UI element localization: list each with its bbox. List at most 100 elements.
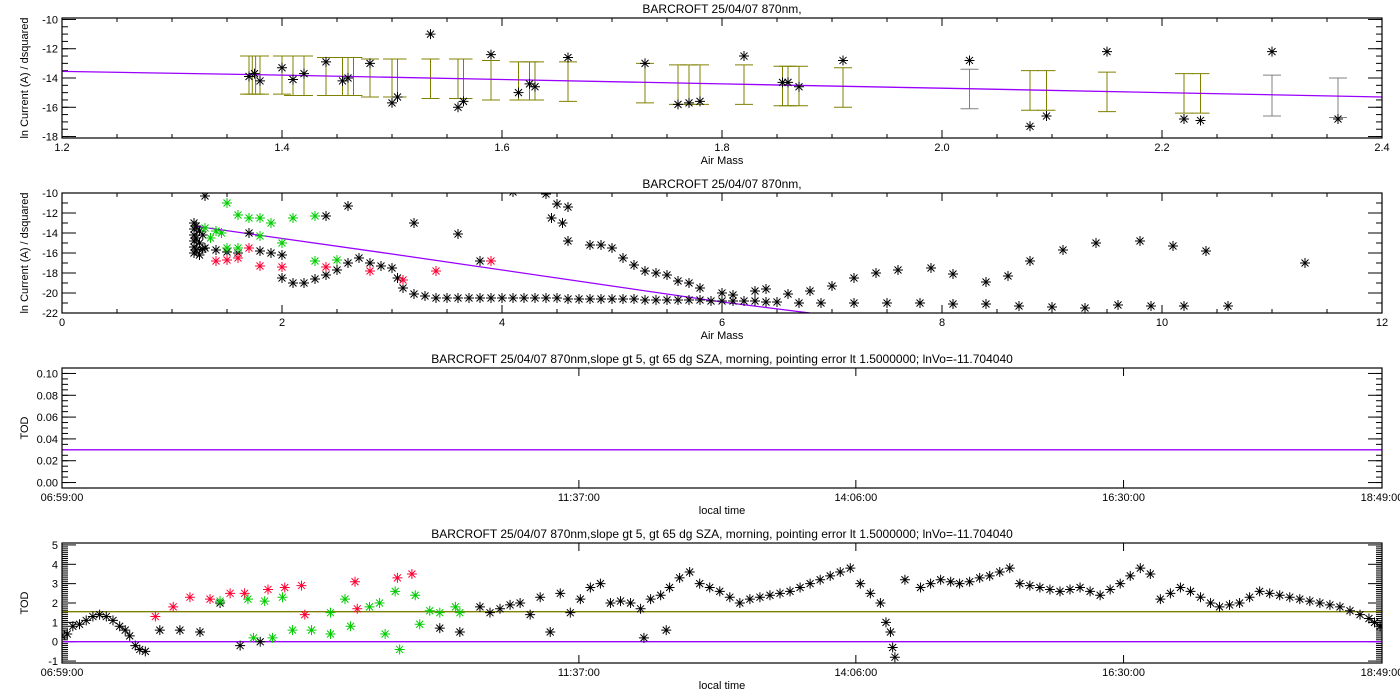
data-point-all	[255, 636, 266, 647]
data-point-all	[651, 268, 661, 278]
data-point-all	[1205, 598, 1216, 608]
data-point-all	[194, 250, 205, 260]
data-point-all	[704, 582, 715, 593]
data-point-rejected-green	[434, 607, 445, 618]
data-point-rejected-red	[486, 256, 496, 266]
data-point-rejected-red	[244, 243, 254, 253]
error-bar	[482, 59, 500, 101]
data-point-rejected-green	[222, 198, 232, 208]
data-point-all	[535, 592, 546, 603]
data-point-all	[101, 611, 112, 622]
data-point-all	[1201, 246, 1211, 256]
data-point-rejected-red	[150, 611, 161, 622]
data-point-all	[1185, 586, 1196, 597]
x-axis-label: local time	[699, 680, 745, 692]
data-point-all	[607, 294, 617, 304]
data-point-all	[1125, 570, 1136, 581]
data-point-all	[618, 294, 628, 304]
data-point-all	[354, 253, 364, 263]
data-point-rejected-green	[255, 213, 265, 223]
data-point-all	[783, 289, 793, 299]
data-point-all	[925, 578, 936, 589]
data-point-rejected-red	[205, 594, 216, 605]
x-tick-label: 4	[499, 317, 505, 329]
data-point-all	[717, 288, 727, 298]
x-tick-label: 1.4	[274, 142, 289, 154]
data-point-all	[1195, 592, 1206, 603]
data-point-all	[1369, 617, 1380, 628]
line-fit	[193, 225, 811, 313]
data-point-measurements	[337, 75, 348, 86]
data-point-all	[130, 640, 141, 651]
x-tick-label: 18:49:00	[1361, 667, 1400, 679]
y-tick-label: -16	[42, 248, 58, 260]
data-point-all	[1314, 598, 1325, 608]
data-point-all	[1155, 594, 1166, 605]
data-point-all	[310, 274, 320, 284]
data-point-all	[945, 576, 956, 587]
data-point-all	[1300, 258, 1310, 268]
data-point-all	[674, 572, 685, 583]
data-point-rejected-red	[299, 609, 310, 620]
data-point-measurements	[1195, 115, 1206, 126]
data-point-all	[882, 298, 892, 308]
data-point-all	[754, 592, 765, 603]
data-point-all	[431, 293, 441, 303]
data-point-all	[855, 578, 866, 589]
y-tick-label: -1	[48, 656, 58, 668]
data-point-rejected-green	[450, 601, 461, 612]
data-point-all	[87, 611, 98, 622]
data-point-all	[1165, 588, 1176, 599]
data-point-all	[124, 630, 135, 641]
data-point-all	[605, 598, 616, 608]
data-point-all	[420, 291, 430, 301]
data-point-rejected-green	[266, 218, 276, 228]
plot-area	[62, 563, 1382, 663]
data-point-rejected-green	[200, 223, 210, 233]
error-bar	[526, 61, 544, 101]
data-point-all	[761, 284, 771, 294]
x-tick-label: 2	[279, 317, 285, 329]
x-tick-label: 14:06:00	[834, 667, 877, 679]
data-point-all	[728, 290, 738, 300]
data-point-all	[915, 298, 925, 308]
data-point-all	[915, 582, 926, 593]
data-point-all	[563, 294, 573, 304]
data-point-all	[1294, 594, 1305, 605]
data-point-all	[815, 574, 826, 585]
data-point-all	[134, 644, 145, 655]
data-point-all	[174, 625, 185, 636]
data-point-all	[935, 574, 946, 585]
data-point-measurements	[486, 49, 496, 60]
data-point-all	[695, 295, 705, 305]
y-tick-label: -10	[42, 14, 58, 26]
data-point-all	[744, 594, 755, 605]
x-tick-label: 2.2	[1154, 142, 1169, 154]
data-point-rejected-green	[248, 632, 259, 643]
data-point-all	[662, 295, 672, 305]
data-point-all	[706, 296, 716, 306]
x-tick-label: 10	[1156, 317, 1168, 329]
y-tick-label: -18	[42, 132, 58, 144]
data-point-rejected-green	[215, 596, 226, 607]
data-point-measurements	[425, 29, 436, 40]
y-tick-label: 0.06	[37, 412, 58, 424]
plot-frame	[61, 367, 1383, 489]
data-point-rejected-red	[296, 580, 307, 591]
data-point-all	[191, 233, 202, 243]
data-point-all	[486, 293, 496, 303]
data-point-all	[484, 607, 495, 618]
y-tick-label: 0.02	[37, 456, 58, 468]
data-point-all	[981, 299, 991, 309]
data-point-all	[607, 243, 617, 253]
y-tick-label: -14	[42, 228, 58, 240]
data-point-all	[288, 278, 298, 288]
data-point-all	[835, 567, 846, 578]
data-point-all	[1284, 592, 1295, 603]
data-point-all	[794, 298, 804, 308]
data-point-all	[761, 297, 771, 307]
data-point-all	[1105, 584, 1116, 595]
data-point-rejected-green	[277, 592, 288, 603]
chart-title: BARCROFT 25/04/07 870nm,	[642, 177, 801, 191]
data-point-rejected-red	[406, 568, 417, 579]
